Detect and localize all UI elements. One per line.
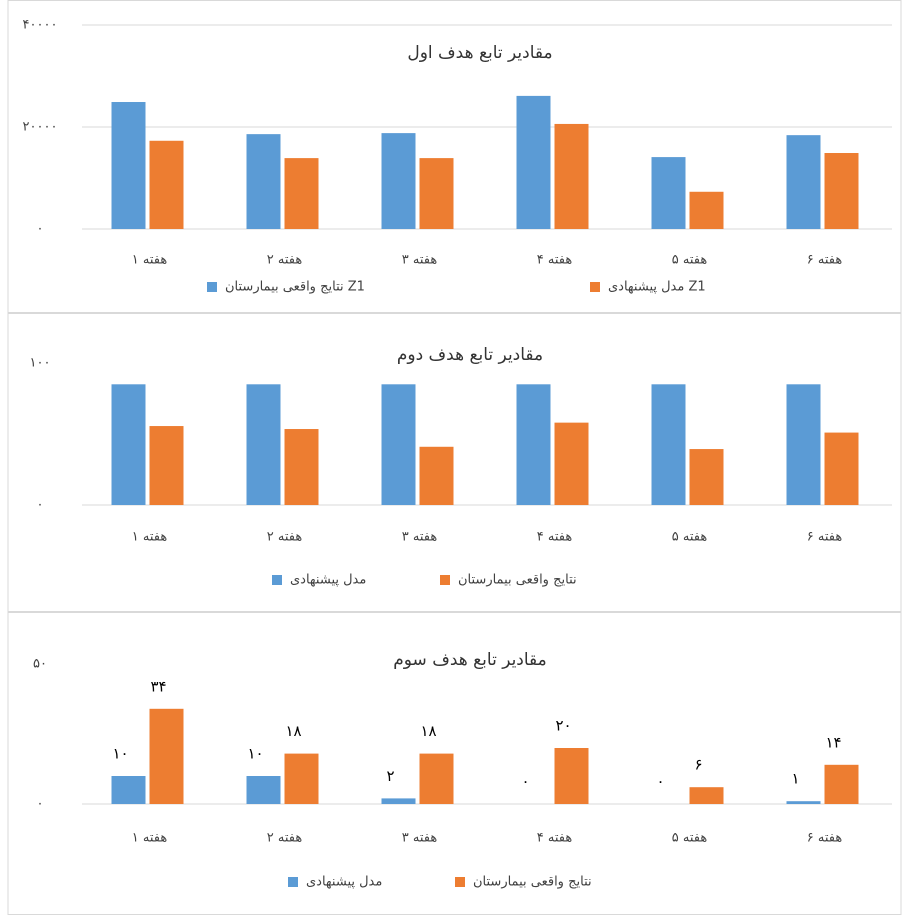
x-tick-label: هفته ۶ <box>807 253 843 268</box>
y-tick-label: ۵۰ <box>33 657 47 672</box>
bar <box>382 798 416 804</box>
bar <box>555 423 589 505</box>
data-label: ۲۰ <box>555 717 571 735</box>
data-label: ۱۸ <box>420 722 436 740</box>
legend-label: نتایج واقعی بیمارستان <box>473 875 592 890</box>
x-tick-label: هفته ۶ <box>807 831 843 846</box>
data-label: ۱۰ <box>247 745 263 763</box>
legend-swatch <box>590 282 600 292</box>
bar <box>247 134 281 229</box>
x-tick-label: هفته ۵ <box>672 253 708 268</box>
data-label: ۶ <box>694 756 702 774</box>
bar <box>652 384 686 505</box>
data-label: ۱۴ <box>825 733 841 751</box>
bar <box>517 384 551 505</box>
x-tick-label: هفته ۶ <box>807 530 843 545</box>
data-label: ۰ <box>656 773 664 791</box>
x-tick-label: هفته ۱ <box>132 831 168 846</box>
data-label: ۱۸ <box>285 722 301 740</box>
bar <box>247 384 281 505</box>
bar <box>285 754 319 804</box>
bar <box>285 158 319 229</box>
data-label: ۰ <box>521 773 529 791</box>
data-label: ۲ <box>386 767 394 785</box>
x-tick-label: هفته ۱ <box>132 253 168 268</box>
data-label: ۳۴ <box>150 677 166 695</box>
x-tick-label: هفته ۴ <box>537 831 573 846</box>
chart-title: مقادیر تابع هدف سوم <box>393 650 547 670</box>
bar <box>825 433 859 505</box>
bar <box>690 192 724 229</box>
x-tick-label: هفته ۳ <box>402 530 438 545</box>
chart-title: مقادیر تابع هدف اول <box>407 43 552 63</box>
bar <box>382 133 416 229</box>
bar <box>285 429 319 505</box>
x-tick-label: هفته ۳ <box>402 831 438 846</box>
bar <box>382 384 416 505</box>
bar <box>112 102 146 229</box>
legend-label: نتایج واقعی بیمارستان Z1 <box>225 280 365 295</box>
bar <box>150 426 184 505</box>
bar <box>787 384 821 505</box>
bar <box>247 776 281 804</box>
legend-label: نتایج واقعی بیمارستان <box>458 573 577 588</box>
bar <box>690 787 724 804</box>
y-tick-label: ۴۰۰۰۰ <box>23 18 58 33</box>
legend-label: مدل پیشنهادی Z1 <box>608 280 706 295</box>
bar <box>555 124 589 229</box>
legend-swatch <box>288 877 298 887</box>
bar <box>825 153 859 229</box>
legend-swatch <box>272 575 282 585</box>
x-tick-label: هفته ۱ <box>132 530 168 545</box>
y-tick-label: ۰ <box>37 797 44 812</box>
legend-label: مدل پیشنهادی <box>290 573 366 588</box>
y-tick-label: ۰ <box>37 222 44 237</box>
bar <box>150 709 184 804</box>
x-tick-label: هفته ۴ <box>537 530 573 545</box>
bar <box>112 776 146 804</box>
bar <box>787 801 821 804</box>
y-tick-label: ۲۰۰۰۰ <box>23 120 58 135</box>
legend-swatch <box>440 575 450 585</box>
bar <box>787 135 821 229</box>
bar <box>420 158 454 229</box>
bar <box>517 96 551 229</box>
data-label: ۱ <box>791 770 799 788</box>
bar <box>112 384 146 505</box>
bar <box>420 754 454 804</box>
x-tick-label: هفته ۵ <box>672 831 708 846</box>
x-tick-label: هفته ۲ <box>267 831 303 846</box>
x-tick-label: هفته ۵ <box>672 530 708 545</box>
x-tick-label: هفته ۳ <box>402 253 438 268</box>
bar <box>150 141 184 229</box>
bar <box>555 748 589 804</box>
y-tick-label: ۱۰۰ <box>30 356 51 371</box>
x-tick-label: هفته ۲ <box>267 530 303 545</box>
bar <box>652 157 686 229</box>
x-tick-label: هفته ۲ <box>267 253 303 268</box>
data-label: ۱۰ <box>112 745 128 763</box>
bar <box>825 765 859 804</box>
y-tick-label: ۰ <box>37 498 44 513</box>
bar <box>420 447 454 505</box>
legend-swatch <box>455 877 465 887</box>
legend-swatch <box>207 282 217 292</box>
x-tick-label: هفته ۴ <box>537 253 573 268</box>
bar <box>690 449 724 505</box>
chart-title: مقادیر تابع هدف دوم <box>397 345 543 365</box>
chart-page: مقادیر تابع هدف اول۰۲۰۰۰۰۴۰۰۰۰هفته ۱هفته… <box>0 0 903 916</box>
legend-label: مدل پیشنهادی <box>306 875 382 890</box>
